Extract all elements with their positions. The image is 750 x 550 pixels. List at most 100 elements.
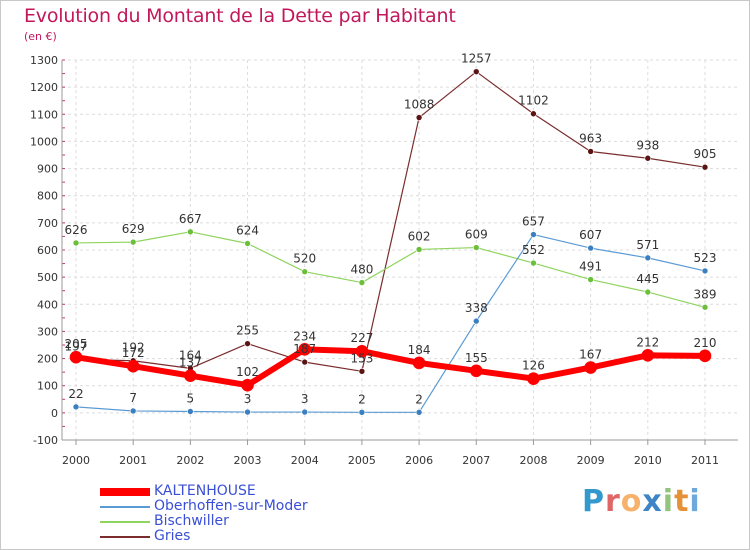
data-point-gries — [472, 68, 480, 75]
data-label-gries: 1257 — [461, 52, 492, 66]
data-label-oberhoffen-sur-moder: 7 — [129, 391, 137, 405]
data-label-gries: 164 — [179, 348, 202, 362]
y-tick-label: 400 — [37, 298, 58, 311]
x-tick-label: 2007 — [462, 454, 490, 467]
y-tick-label: 1000 — [30, 135, 58, 148]
data-label-oberhoffen-sur-moder: 3 — [301, 392, 309, 406]
data-point-gries — [530, 110, 537, 118]
data-point-gries — [358, 368, 366, 375]
data-label-oberhoffen-sur-moder: 3 — [244, 392, 252, 406]
data-label-gries: 187 — [293, 342, 316, 356]
x-tick-label: 2003 — [234, 454, 262, 467]
data-point-kaltenhouse — [184, 369, 197, 382]
y-tick-label: 1300 — [30, 54, 58, 67]
data-point-kaltenhouse — [298, 343, 312, 356]
logo-letter: P — [582, 484, 605, 519]
x-tick-label: 2011 — [691, 454, 719, 467]
data-point-bischwiller — [187, 228, 194, 236]
data-label-oberhoffen-sur-moder: 2 — [358, 392, 366, 406]
y-tick-label: 200 — [37, 353, 58, 366]
data-point-oberhoffen-sur-moder — [472, 317, 480, 325]
data-point-bischwiller — [301, 268, 309, 276]
legend-label: Gries — [154, 528, 191, 544]
data-label-kaltenhouse: 184 — [408, 343, 431, 357]
data-label-bischwiller: 629 — [122, 222, 145, 236]
y-tick-label: 700 — [37, 217, 58, 230]
y-tick-label: 800 — [37, 190, 58, 203]
data-label-bischwiller: 389 — [694, 287, 717, 301]
logo-letter: x — [642, 484, 663, 519]
x-tick-label: 2000 — [62, 454, 90, 467]
data-label-bischwiller: 602 — [408, 229, 431, 243]
data-point-oberhoffen-sur-moder — [358, 409, 366, 416]
data-label-gries: 1102 — [518, 94, 549, 108]
y-tick-label: 1200 — [30, 81, 58, 94]
data-point-bischwiller — [472, 244, 480, 251]
data-point-bischwiller — [72, 239, 80, 247]
data-point-oberhoffen-sur-moder — [187, 408, 194, 415]
data-label-oberhoffen-sur-moder: 22 — [68, 387, 83, 401]
data-point-gries — [587, 148, 594, 155]
data-point-kaltenhouse — [126, 359, 140, 373]
data-point-gries — [415, 114, 423, 121]
data-label-bischwiller: 520 — [293, 252, 316, 266]
logo-letter: i — [662, 484, 675, 519]
data-label-kaltenhouse: 227 — [350, 331, 373, 345]
data-label-gries: 153 — [350, 351, 373, 365]
x-tick-label: 2002 — [176, 454, 204, 467]
data-label-oberhoffen-sur-moder: 5 — [187, 392, 195, 406]
series-line-oberhoffen-sur-moder — [75, 233, 706, 413]
data-label-bischwiller: 609 — [465, 228, 488, 242]
data-label-kaltenhouse: 126 — [522, 359, 545, 373]
data-label-kaltenhouse: 137 — [179, 356, 202, 370]
y-tick-label: 100 — [37, 380, 58, 393]
legend-label: KALTENHOUSE — [154, 483, 256, 499]
data-label-oberhoffen-sur-moder: 657 — [522, 215, 545, 229]
data-point-kaltenhouse — [412, 356, 426, 370]
data-point-kaltenhouse — [698, 349, 712, 363]
data-label-kaltenhouse: 212 — [636, 335, 659, 349]
data-point-gries — [644, 154, 652, 162]
legend-swatch — [100, 506, 150, 508]
data-point-oberhoffen-sur-moder — [587, 244, 594, 252]
data-point-gries — [301, 358, 309, 366]
data-label-kaltenhouse: 234 — [293, 329, 316, 343]
data-point-kaltenhouse — [469, 364, 483, 378]
data-label-gries: 197 — [65, 339, 88, 353]
data-point-bischwiller — [644, 288, 652, 296]
y-tick-label: 1100 — [30, 108, 58, 121]
data-label-oberhoffen-sur-moder: 571 — [636, 238, 659, 252]
data-label-kaltenhouse: 167 — [579, 348, 602, 362]
data-point-oberhoffen-sur-moder — [129, 407, 137, 415]
x-tick-label: 2005 — [348, 454, 376, 467]
legend-swatch — [100, 521, 150, 523]
data-label-oberhoffen-sur-moder: 523 — [694, 251, 717, 265]
data-label-kaltenhouse: 205 — [65, 337, 88, 351]
data-label-gries: 963 — [579, 131, 602, 145]
data-point-bischwiller — [129, 238, 137, 246]
data-label-bischwiller: 445 — [636, 272, 659, 286]
data-point-oberhoffen-sur-moder — [530, 231, 537, 238]
y-tick-label: 0 — [51, 407, 58, 420]
series-line-kaltenhouse — [75, 346, 706, 389]
logo-letter: t — [674, 484, 690, 519]
x-tick-label: 2008 — [519, 454, 547, 467]
logo-letter: i — [689, 484, 701, 519]
data-label-gries: 192 — [122, 341, 145, 355]
data-point-oberhoffen-sur-moder — [244, 408, 251, 416]
chart-subtitle: (en €) — [24, 30, 57, 43]
data-label-bischwiller: 667 — [179, 212, 202, 226]
data-label-bischwiller: 624 — [236, 223, 259, 237]
data-point-kaltenhouse — [641, 349, 655, 362]
data-point-kaltenhouse — [527, 372, 540, 385]
x-tick-label: 2006 — [405, 454, 433, 467]
data-label-oberhoffen-sur-moder: 607 — [579, 228, 602, 242]
legend-swatch — [100, 536, 150, 538]
data-label-kaltenhouse: 155 — [465, 351, 488, 365]
data-label-gries: 905 — [694, 147, 717, 161]
data-point-kaltenhouse — [584, 361, 597, 374]
data-point-kaltenhouse — [69, 350, 83, 364]
data-label-bischwiller: 491 — [579, 260, 602, 274]
data-point-bischwiller — [244, 240, 251, 247]
